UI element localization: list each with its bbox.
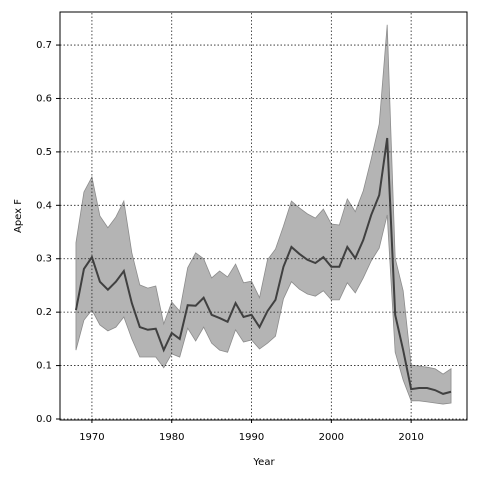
y-tick-label: 0.6 — [36, 93, 52, 104]
y-tick-label: 0.1 — [36, 361, 52, 372]
confidence-band — [75, 24, 452, 405]
x-tick-label: 2010 — [398, 432, 423, 443]
y-axis-label: Apex F — [13, 199, 24, 233]
x-tick-label: 1970 — [79, 432, 104, 443]
x-tick-label: 2000 — [319, 432, 344, 443]
x-tick-label: 1980 — [159, 432, 184, 443]
x-tick-label: 1990 — [239, 432, 264, 443]
y-tick-label: 0.4 — [36, 200, 52, 211]
x-axis-label: Year — [252, 457, 275, 468]
plot-frame — [59, 11, 468, 421]
line — [74, 137, 452, 395]
y-tick-label: 0.0 — [36, 414, 52, 425]
y-tick-label: 0.3 — [36, 254, 52, 265]
y-tick-label: 0.2 — [36, 307, 52, 318]
y-tick-label: 0.7 — [36, 40, 52, 51]
y-tick-label: 0.5 — [36, 147, 52, 158]
